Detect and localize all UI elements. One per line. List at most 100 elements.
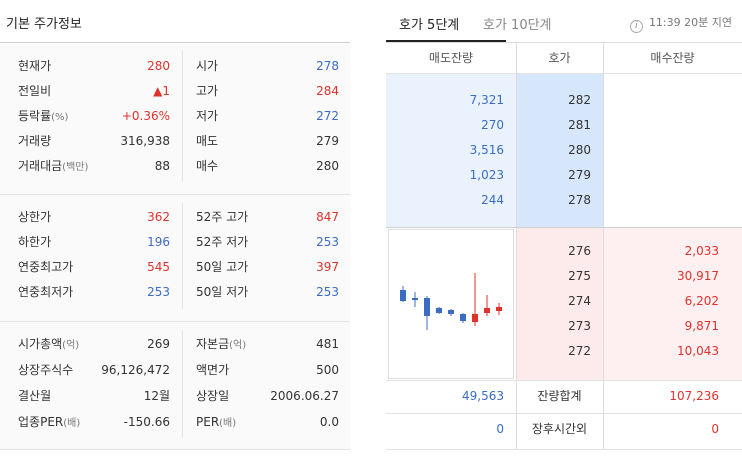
info-icon[interactable]: i bbox=[629, 20, 643, 33]
field-label: 거래량 bbox=[18, 134, 52, 148]
field-label: 고가 bbox=[196, 84, 219, 98]
bid-price[interactable]: 274 bbox=[568, 294, 591, 308]
mini-candle-chart bbox=[388, 229, 514, 379]
field-value: +0.36% bbox=[121, 109, 170, 123]
ask-price[interactable]: 282 bbox=[568, 93, 591, 107]
field-value: 253 bbox=[147, 285, 170, 299]
delay-notice: i 11:39 20분 지연 bbox=[629, 14, 732, 33]
candle-chart-icon bbox=[400, 273, 502, 330]
field-label: 50일 고가 bbox=[196, 260, 249, 274]
field-value: -150.66 bbox=[123, 415, 170, 429]
field-label: 50일 저가 bbox=[196, 285, 249, 299]
orderbook-tabs: 호가 5단계 호가 10단계 i 11:39 20분 지연 bbox=[386, 0, 742, 42]
ask-qty: 3,516 bbox=[469, 143, 504, 157]
field-label: 연중최고가 bbox=[18, 260, 74, 274]
total-ask-qty: 49,563 bbox=[462, 389, 504, 403]
info-row: 연중최고가 545 50일 고가 397 bbox=[0, 255, 350, 280]
info-row: 결산월 12월 상장일 2006.06.27 bbox=[0, 384, 350, 409]
field-label: 하한가 bbox=[18, 235, 52, 249]
candle-4 bbox=[436, 308, 442, 313]
field-label: 52주 고가 bbox=[196, 210, 249, 224]
candle-8 bbox=[484, 308, 490, 313]
active-tab-indicator bbox=[386, 40, 506, 42]
after-hours-ask-qty: 0 bbox=[496, 422, 504, 436]
divider bbox=[0, 321, 350, 322]
unit-label: (%) bbox=[51, 112, 69, 123]
total-remaining-row: 49,563 잔량합계 107,236 bbox=[386, 381, 742, 411]
field-label: 업종PER(배) bbox=[18, 415, 81, 429]
field-value: 272 bbox=[316, 109, 339, 123]
bid-qty: 2,033 bbox=[684, 244, 719, 258]
field-label: 액면가 bbox=[196, 363, 230, 377]
field-value: 280 bbox=[316, 159, 339, 173]
field-value: 362 bbox=[147, 210, 170, 224]
bid-price[interactable]: 276 bbox=[568, 244, 591, 258]
field-label: 결산월 bbox=[18, 389, 52, 403]
basic-stock-info-panel: 기본 주가정보 현재가 280 시가 278 전일비 ▲1 고가 284 등락률(%) +0.36… bbox=[0, 0, 350, 459]
bid-qty: 30,917 bbox=[677, 269, 719, 283]
after-hours-row: 0 장후시간외 0 bbox=[386, 414, 742, 444]
info-row: 연중최저가 253 50일 저가 253 bbox=[0, 280, 350, 305]
bid-qty: 6,202 bbox=[684, 294, 719, 308]
ask-qty: 270 bbox=[481, 118, 504, 132]
info-row: 상한가 362 52주 고가 847 bbox=[0, 205, 350, 230]
field-label: 시가 bbox=[196, 59, 219, 73]
field-label: 현재가 bbox=[18, 59, 52, 73]
bid-price[interactable]: 275 bbox=[568, 269, 591, 283]
info-row: 업종PER(배) -150.66 PER(배) 0.0 bbox=[0, 410, 350, 435]
info-row: 등락률(%) +0.36% 저가 272 bbox=[0, 104, 350, 129]
after-hours-bid-qty: 0 bbox=[711, 422, 719, 436]
field-label: 매도 bbox=[196, 134, 219, 148]
ask-price[interactable]: 279 bbox=[568, 168, 591, 182]
field-value: 397 bbox=[316, 260, 339, 274]
tab-5-levels[interactable]: 호가 5단계 bbox=[399, 18, 460, 33]
bid-qty-header: 매수잔량 bbox=[650, 51, 695, 65]
field-label: 시가총액(억) bbox=[18, 337, 80, 351]
field-label: 매수 bbox=[196, 159, 219, 173]
unit-label: (억) bbox=[62, 340, 80, 351]
field-value: 316,938 bbox=[120, 134, 170, 148]
unit-label: (배) bbox=[63, 418, 81, 429]
divider bbox=[0, 42, 350, 43]
field-value: 284 bbox=[316, 84, 339, 98]
field-value: 196 bbox=[147, 235, 170, 249]
info-row: 거래량 316,938 매도 279 bbox=[0, 129, 350, 154]
ask-qty: 1,023 bbox=[469, 168, 504, 182]
field-value: ▲1 bbox=[153, 84, 170, 98]
field-label: 거래대금(백만) bbox=[18, 159, 89, 173]
candle-6 bbox=[460, 314, 466, 321]
bid-qty: 10,043 bbox=[677, 344, 719, 358]
field-label: 상장주식수 bbox=[18, 363, 74, 377]
candle-5 bbox=[448, 310, 454, 314]
orderbook-panel: 호가 5단계 호가 10단계 i 11:39 20분 지연 매도잔량 호가 매수잔… bbox=[386, 0, 742, 459]
divider bbox=[0, 194, 350, 195]
tab-10-levels[interactable]: 호가 10단계 bbox=[483, 18, 552, 33]
field-label: 등락률(%) bbox=[18, 109, 69, 123]
ask-price[interactable]: 280 bbox=[568, 143, 591, 157]
field-value: 253 bbox=[316, 285, 339, 299]
unit-label: (백만) bbox=[62, 162, 89, 173]
delay-text: 11:39 20분 지연 bbox=[648, 16, 732, 29]
field-value: 278 bbox=[316, 59, 339, 73]
divider bbox=[0, 449, 350, 450]
info-row: 거래대금(백만) 88 매수 280 bbox=[0, 154, 350, 179]
candle-7 bbox=[472, 314, 478, 322]
candle-3 bbox=[424, 298, 430, 316]
field-value: 0.0 bbox=[319, 415, 339, 429]
after-hours-label: 장후시간외 bbox=[531, 422, 588, 436]
field-label: 자본금(억) bbox=[196, 337, 247, 351]
field-value: 96,126,472 bbox=[101, 363, 170, 377]
ask-price[interactable]: 278 bbox=[568, 193, 591, 207]
bid-price[interactable]: 273 bbox=[568, 319, 591, 333]
field-value: 279 bbox=[316, 134, 339, 148]
field-value: 88 bbox=[154, 159, 170, 173]
unit-label: (배) bbox=[219, 418, 237, 429]
bid-price[interactable]: 272 bbox=[568, 344, 591, 358]
info-row: 전일비 ▲1 고가 284 bbox=[0, 79, 350, 104]
field-value: 253 bbox=[316, 235, 339, 249]
field-label: 상한가 bbox=[18, 210, 52, 224]
ask-price[interactable]: 281 bbox=[568, 118, 591, 132]
candle-1 bbox=[400, 290, 406, 301]
field-value: 280 bbox=[147, 59, 170, 73]
field-value: 545 bbox=[147, 260, 170, 274]
